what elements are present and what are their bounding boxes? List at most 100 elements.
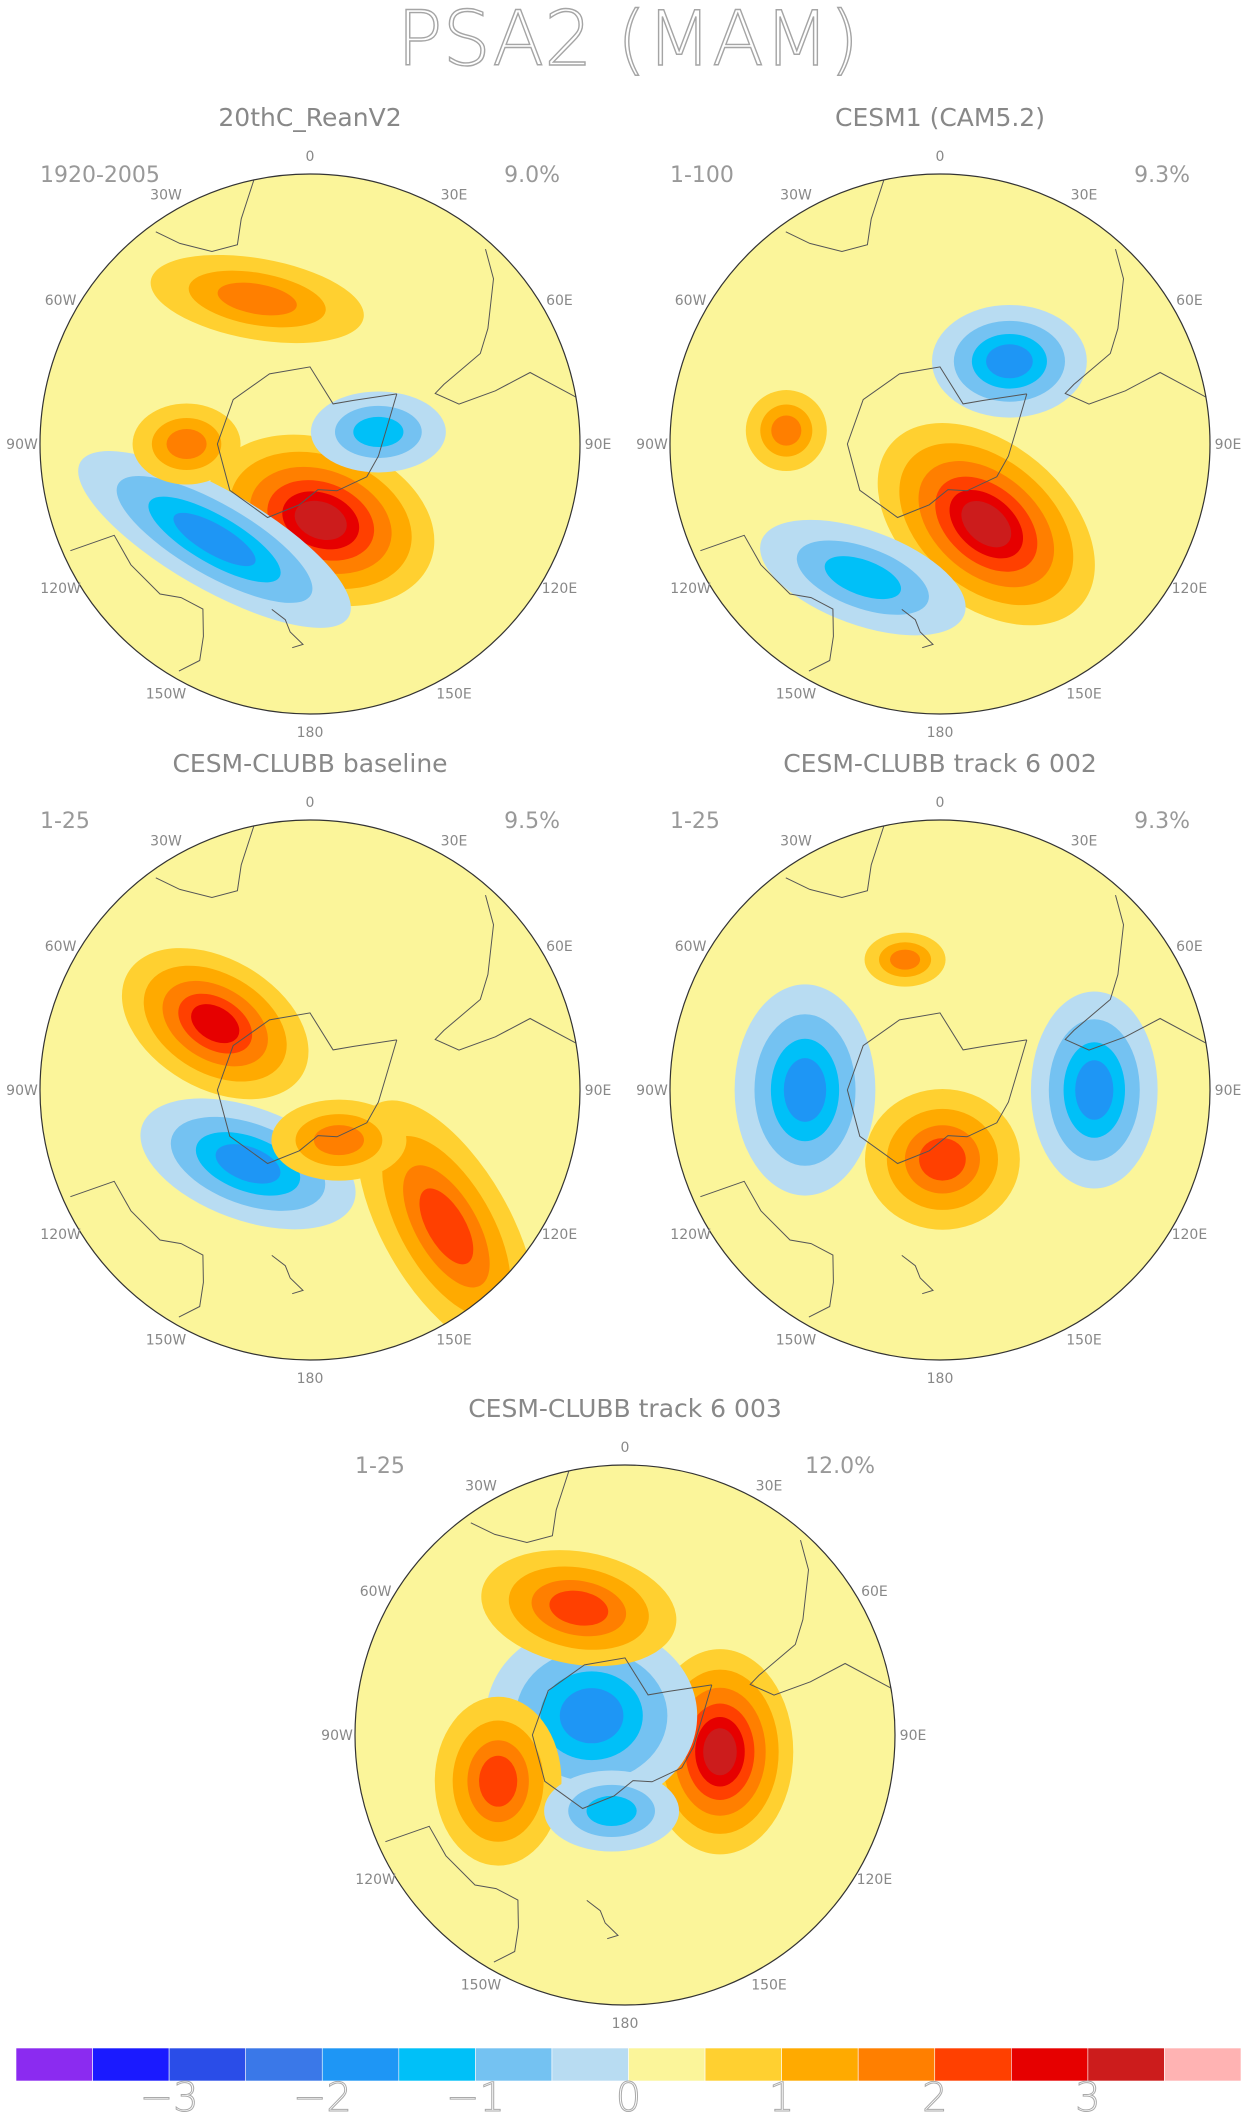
longitude-label: 90W [321,1728,353,1744]
longitude-label: 120W [670,1227,711,1243]
coastline [70,534,204,672]
colorbar-tick-label: 2 [922,2075,947,2118]
coastline [785,179,885,253]
colorbar-tick-label: 3 [1075,2075,1100,2118]
years-label: 1-25 [670,809,720,834]
map-panel: 0 30E 60E 90E 120E 150E 180 150W 120W 90W 60W 30W CE… [6,749,611,1387]
longitude-label: 120W [670,581,711,597]
colorbar-swatch [628,2047,706,2082]
colorbar-tick-label: 0 [616,2075,641,2118]
longitude-label: 0 [306,795,315,811]
longitude-label: 180 [297,1371,324,1387]
contour-band [961,500,1012,548]
map-panel: 0 30E 60E 90E 120E 150E 180 150W 120W 90W 60W 30W CE… [636,103,1241,741]
longitude-label: 90E [585,437,612,453]
coastline [470,1470,570,1544]
longitude-label: 90E [900,1728,927,1744]
coastline [70,1180,204,1318]
colorbar-swatch [551,2047,629,2082]
contour-band [703,1728,737,1776]
contour-band [313,1125,364,1156]
longitude-label: 120E [1172,1227,1208,1243]
map-panel: 0 30E 60E 90E 120E 150E 180 150W 120W 90W 60W 30W CE… [321,1394,926,2032]
contour-band [191,1004,240,1044]
colorbar-swatch [168,2047,246,2082]
contour-field [40,174,580,714]
colorbar-swatch [15,2047,93,2082]
longitude-label: 30W [150,834,182,850]
longitude-label: 60W [45,939,77,955]
figure-title: PSA2 (MAM) [397,0,859,83]
colorbar: −3 −2 −1 0 1 2 3 [15,2047,1242,2118]
panel-title: CESM-CLUBB track 6 002 [783,749,1097,778]
contour-band [353,416,404,447]
contour-band [173,512,256,567]
coastline [155,179,255,253]
longitude-label: 90W [6,437,38,453]
longitude-label: 60E [546,939,573,955]
longitude-label: 30W [780,834,812,850]
longitude-label: 150E [436,1332,472,1348]
variance-label: 9.3% [1134,809,1190,834]
years-label: 1-100 [670,163,734,188]
longitude-label: 30E [756,1479,783,1495]
panel-title: CESM1 (CAM5.2) [835,103,1045,132]
contour-band [1075,1060,1114,1120]
colorbar-swatch [1087,2047,1165,2082]
years-label: 1-25 [355,1454,405,1479]
longitude-label: 90W [636,1083,668,1099]
longitude-label: 60W [45,293,77,309]
contour-band [919,1138,966,1181]
coastline [216,366,398,519]
contour-field [670,820,1210,1360]
longitude-label: 30W [465,1479,497,1495]
coastline [846,1012,1028,1165]
map-boundary [354,1464,896,2006]
map-boundary [39,173,581,715]
coastline [586,1900,619,1940]
longitude-label: 180 [612,2016,639,2032]
longitude-label: 120W [355,1872,396,1888]
contour-band [559,1688,624,1744]
colorbar-tick-label: −1 [446,2075,505,2118]
longitude-label: 0 [936,795,945,811]
longitude-label: 90W [636,437,668,453]
coastline [846,366,1028,519]
longitude-label: 90E [585,1083,612,1099]
colorbar-swatch [934,2047,1012,2082]
longitude-label: 0 [621,1440,630,1456]
longitude-label: 150E [751,1977,787,1993]
longitude-label: 60E [861,1584,888,1600]
longitude-label: 30W [150,188,182,204]
coastline [385,1825,519,1963]
panel-title: CESM-CLUBB baseline [172,749,447,778]
years-label: 1-25 [40,809,90,834]
coastline [700,1180,834,1318]
longitude-label: 180 [297,725,324,741]
coastline [271,1255,304,1295]
colorbar-swatch [857,2047,936,2082]
colorbar-swatch [398,2047,476,2082]
longitude-label: 90E [1215,437,1242,453]
longitude-label: 150E [436,686,472,702]
longitude-label: 120E [542,1227,578,1243]
map-boundary [669,173,1211,715]
colorbar-tick-label: 1 [769,2075,794,2118]
longitude-label: 150E [1066,686,1102,702]
coastline [785,825,885,899]
longitude-label: 150W [461,1977,502,1993]
coastline [216,1012,398,1165]
map-boundary [669,819,1211,1361]
variance-label: 9.0% [504,163,560,188]
colorbar-swatch [1164,2047,1242,2082]
longitude-label: 150W [146,686,187,702]
coastline [901,609,934,649]
coastline [901,1255,934,1295]
longitude-label: 120E [1172,581,1208,597]
contour-field [355,1465,895,2005]
contour-band [166,428,207,460]
longitude-label: 150E [1066,1332,1102,1348]
coastline [531,1657,713,1810]
coastline [1064,248,1207,405]
longitude-label: 90E [1215,1083,1242,1099]
